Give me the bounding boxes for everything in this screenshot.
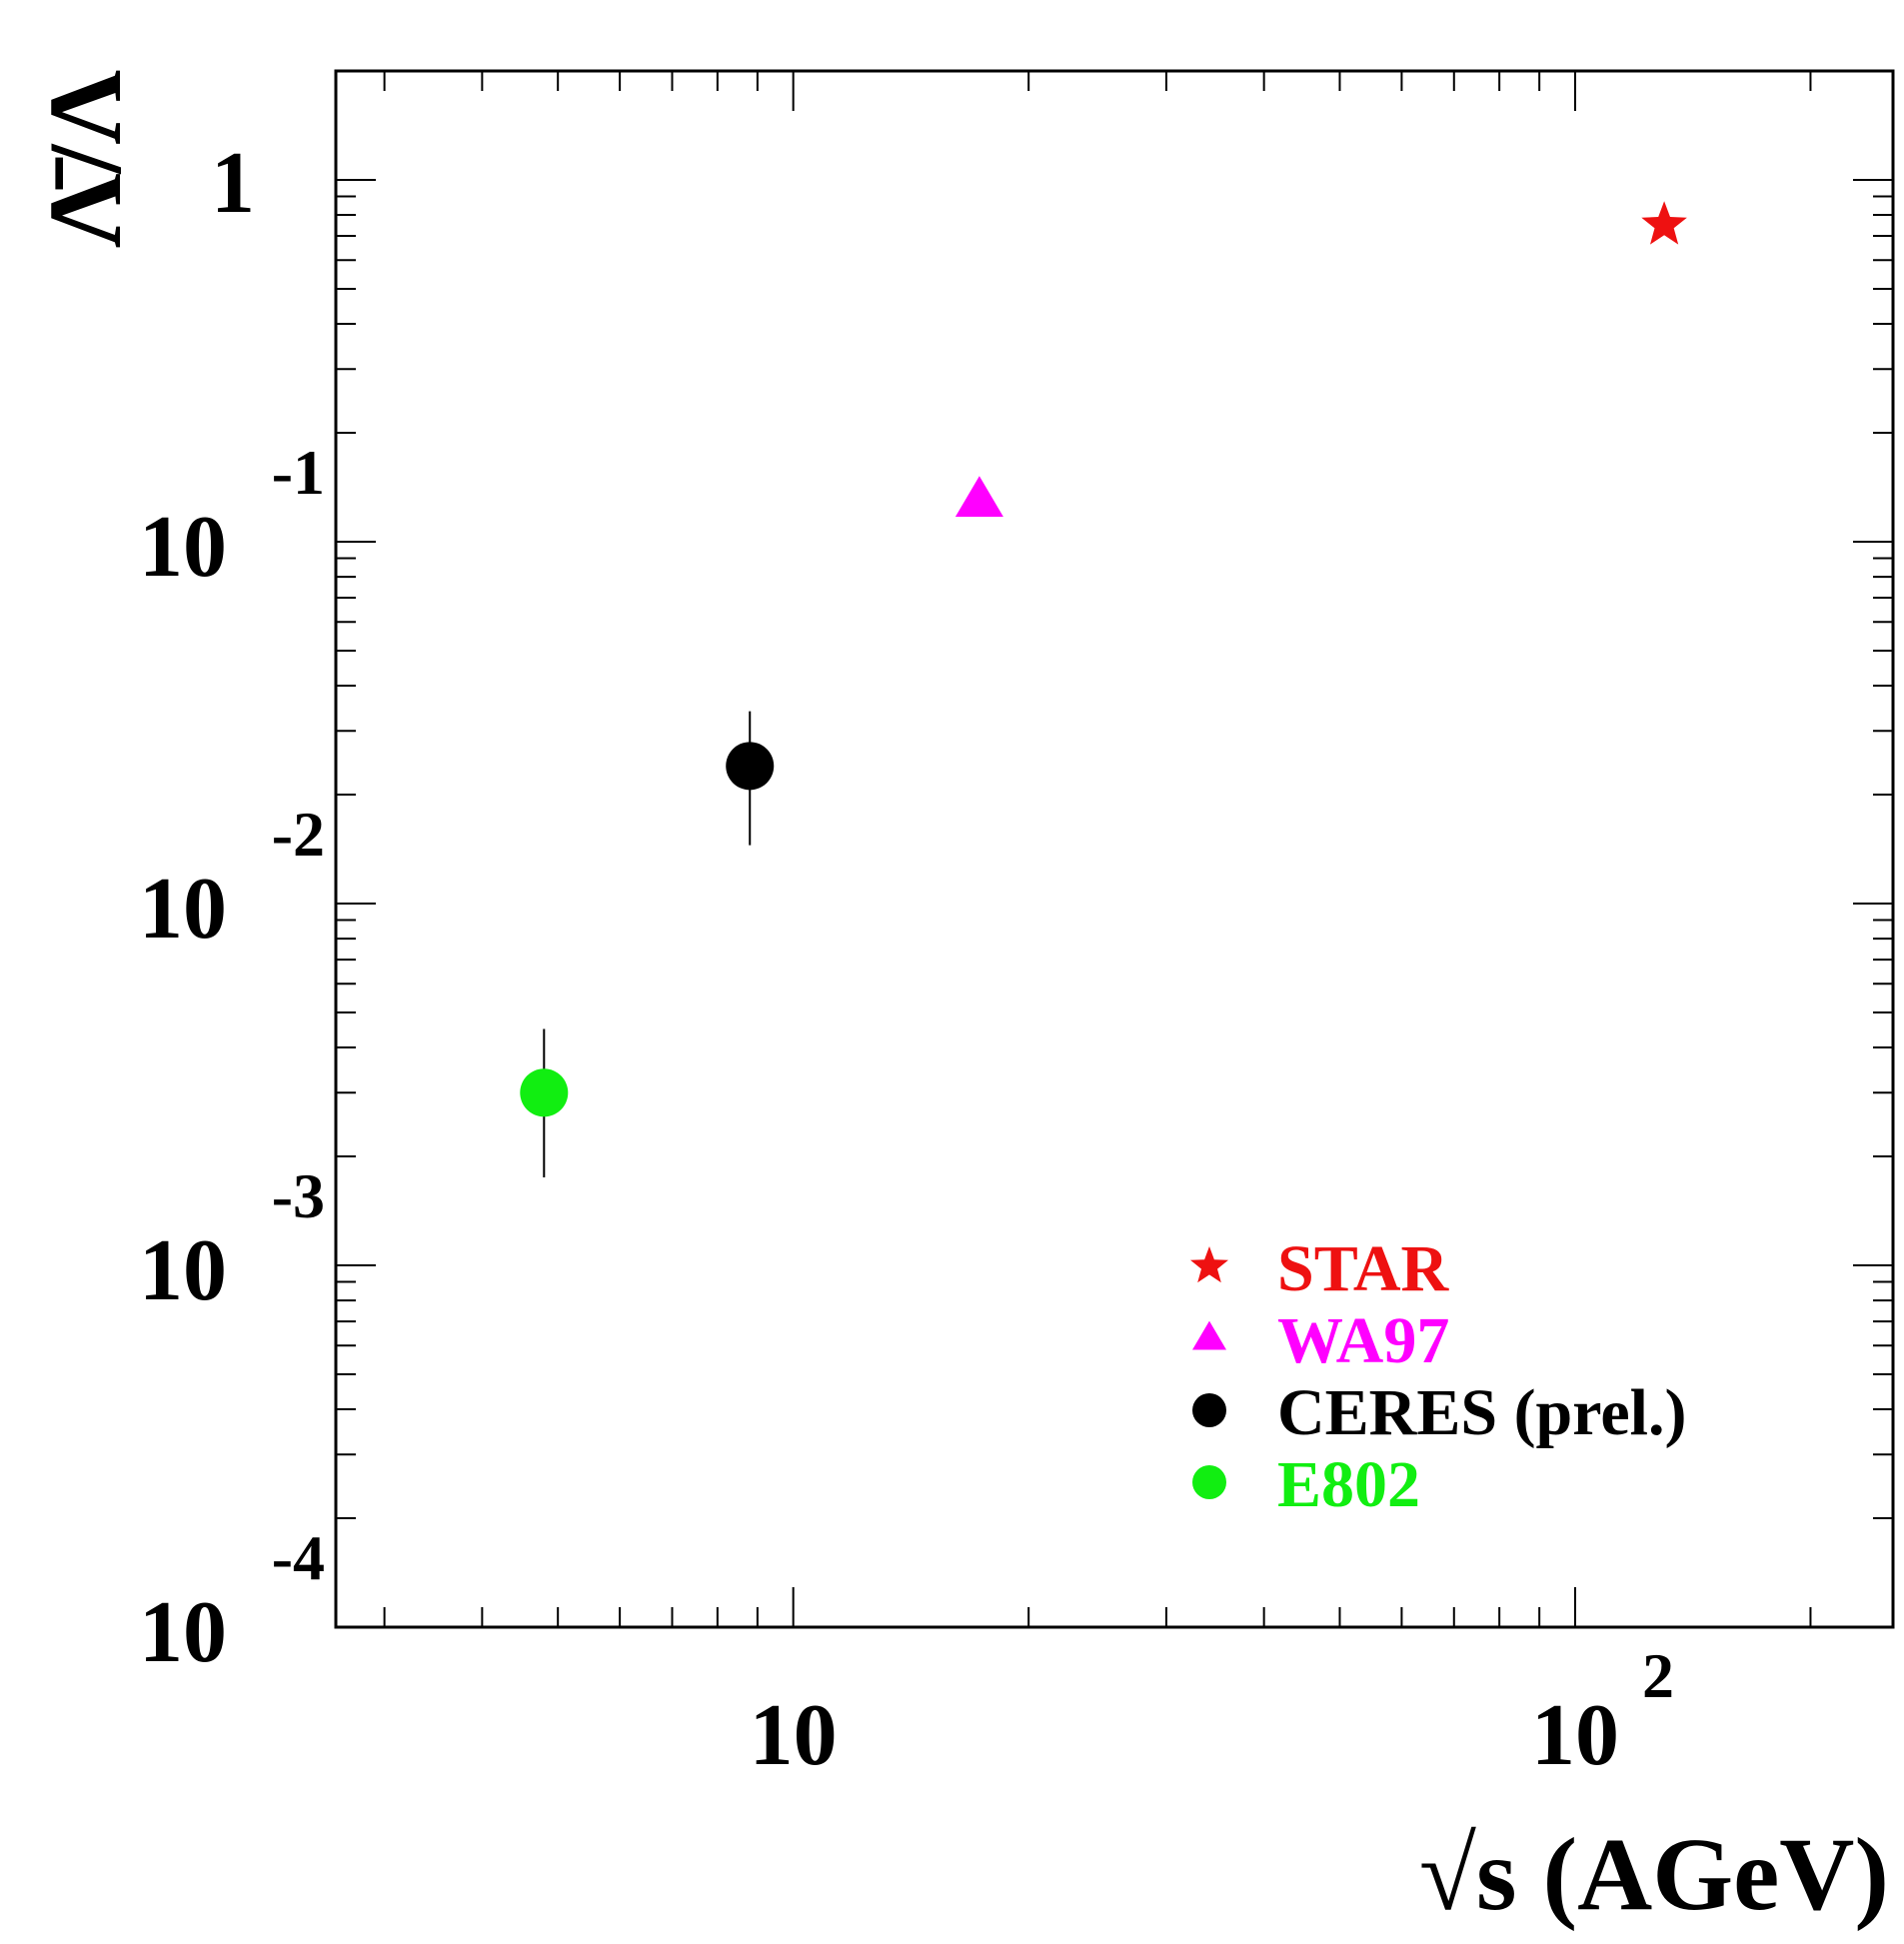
- legend-marker: [1190, 1246, 1228, 1283]
- x-tick-label-mantissa: 10: [750, 1687, 838, 1784]
- data-points: [520, 201, 1687, 1178]
- y-tick-label-exponent: -1: [272, 437, 325, 508]
- legend-marker: [1192, 1465, 1226, 1499]
- y-tick-label-exponent: -2: [272, 799, 325, 870]
- axis-ticks: [336, 70, 1893, 1628]
- data-point-star: [1641, 201, 1687, 245]
- y-tick-label-mantissa: 10: [139, 499, 227, 596]
- x-tick-label-mantissa: 10: [1531, 1687, 1619, 1784]
- y-tick-label-exponent: -3: [272, 1160, 325, 1231]
- y-tick-label-mantissa: 10: [139, 1222, 227, 1319]
- legend-label: E802: [1277, 1448, 1420, 1521]
- data-point-triangle: [954, 476, 1003, 518]
- data-point-circle: [520, 1068, 569, 1117]
- x-axis-title: √s (AGeV): [1419, 1817, 1889, 1932]
- x-tick-labels: 10 10 2: [750, 1640, 1674, 1784]
- data-point-circle: [726, 742, 775, 791]
- plot-frame: [334, 69, 1895, 1629]
- y-tick-labels: 1 10 -1 10 -2 10 -3 10 -4: [139, 135, 325, 1681]
- legend-label: STAR: [1277, 1232, 1449, 1305]
- y-tick-label-mantissa: 10: [139, 861, 227, 958]
- x-tick-label-exponent: 2: [1642, 1640, 1674, 1711]
- legend-marker: [1192, 1393, 1226, 1427]
- y-tick-label-exponent: -4: [272, 1522, 325, 1593]
- y-tick-label: 1: [211, 135, 255, 232]
- legend-label: WA97: [1277, 1304, 1449, 1377]
- y-tick-label-mantissa: 10: [139, 1584, 227, 1681]
- legend-label: CERES (prel.): [1277, 1376, 1686, 1449]
- y-axis-title: Λ̄/Λ: [28, 70, 143, 248]
- legend-marker: [1192, 1320, 1226, 1350]
